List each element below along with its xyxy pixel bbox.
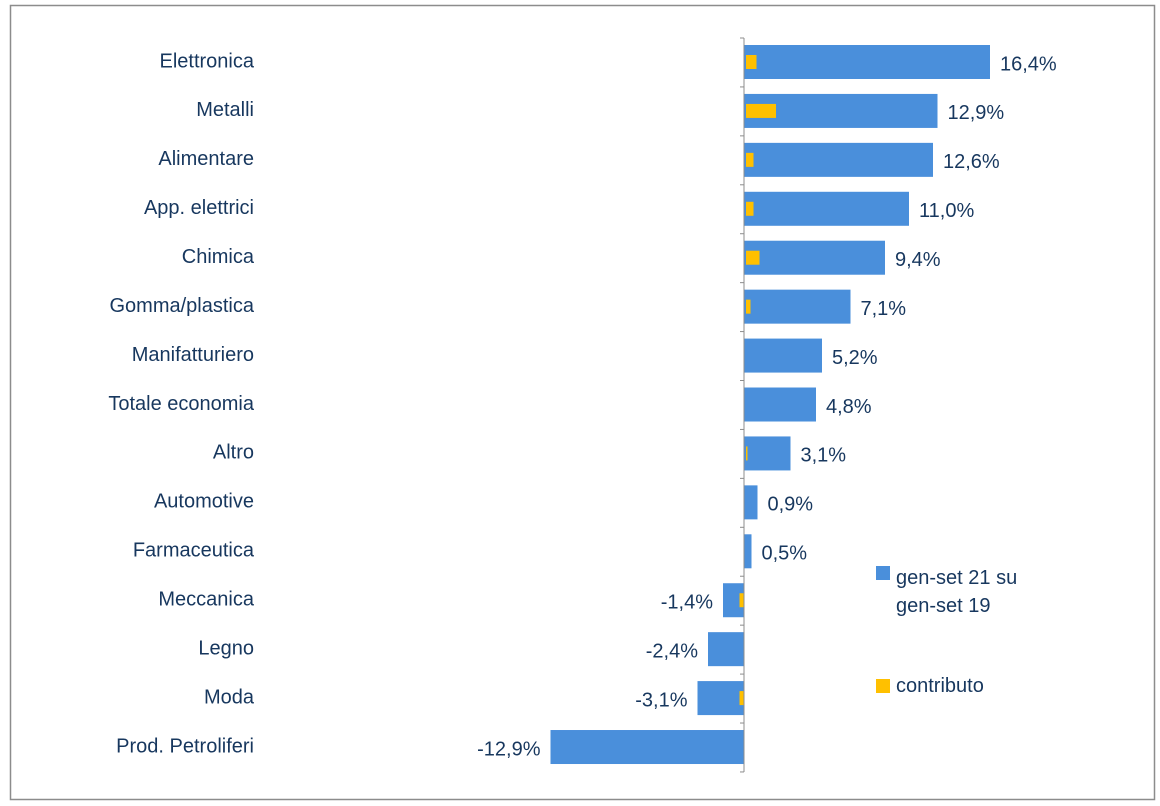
bar [744, 191, 909, 226]
y-tick-label: Alimentare [158, 148, 254, 170]
y-tick-label: Manifatturiero [132, 344, 254, 366]
legend-swatch [876, 566, 890, 580]
bar [744, 45, 990, 79]
bar [697, 681, 744, 716]
bar [708, 632, 744, 667]
y-tick-label: Automotive [154, 491, 254, 513]
bar [744, 142, 933, 177]
data-label: 9,4% [895, 249, 941, 271]
legend-swatch [876, 679, 890, 693]
data-label: 5,2% [832, 347, 878, 369]
data-label: -12,9% [477, 738, 541, 760]
y-tick-label: App. elettrici [144, 197, 254, 219]
bar [744, 534, 752, 569]
bar [723, 583, 744, 618]
y-tick-label: Totale economia [108, 393, 255, 415]
data-label: 3,1% [801, 445, 847, 467]
bar [746, 55, 757, 69]
data-label: -2,4% [646, 640, 698, 662]
bar [746, 201, 754, 216]
data-label: 12,6% [943, 151, 1000, 173]
y-tick-label: Elettronica [160, 50, 255, 72]
y-tick-label: Gomma/plastica [110, 295, 255, 317]
y-tick-label: Altro [213, 442, 254, 464]
bar [744, 387, 816, 422]
legend-label: gen-set 21 su gen-set 19 [896, 567, 1018, 617]
bar [746, 446, 748, 461]
data-label: -1,4% [661, 592, 713, 614]
data-label: 11,0% [919, 200, 974, 222]
y-tick-label: Metalli [196, 99, 254, 121]
y-tick-label: Chimica [182, 246, 255, 268]
data-label: 4,8% [826, 396, 872, 418]
y-tick-label: Farmaceutica [133, 540, 255, 562]
y-tick-label: Moda [204, 686, 255, 708]
bar [744, 485, 758, 520]
bar [746, 103, 776, 118]
bar [746, 152, 754, 167]
bar [739, 691, 744, 706]
bar [744, 338, 822, 373]
bar [746, 299, 751, 314]
data-label: 16,4% [1000, 53, 1057, 75]
data-label: 12,9% [948, 102, 1005, 124]
data-label: 7,1% [861, 298, 907, 320]
y-tick-label: Prod. Petroliferi [116, 735, 254, 757]
frame [9, 4, 1156, 801]
data-label: -3,1% [635, 689, 687, 711]
bar [744, 289, 851, 324]
bar [550, 730, 744, 765]
data-label: 0,5% [762, 543, 808, 565]
bar [744, 240, 885, 275]
data-label: 0,9% [768, 494, 814, 516]
legend-label: contributo [896, 675, 984, 697]
y-tick-label: Legno [198, 637, 254, 659]
bar [746, 250, 760, 265]
y-tick-label: Meccanica [158, 589, 254, 611]
bar [739, 593, 744, 608]
bar [744, 93, 938, 128]
bar [744, 436, 791, 471]
